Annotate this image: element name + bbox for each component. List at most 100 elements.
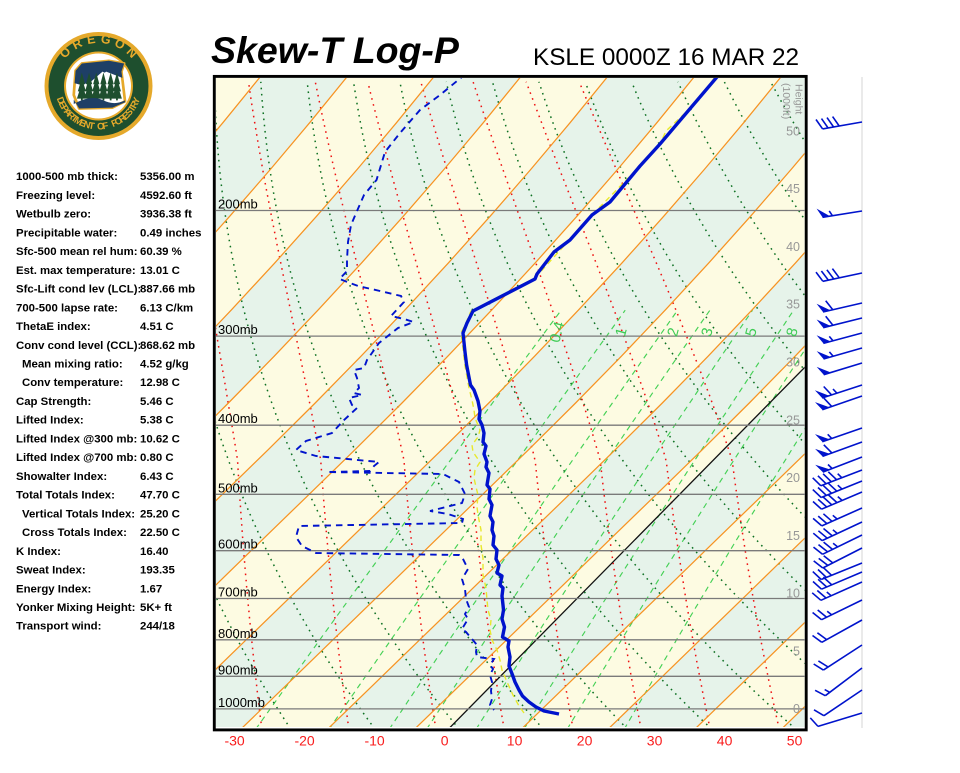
svg-text:22.50 C: 22.50 C (140, 527, 180, 539)
svg-text:KSLE 0000Z 16 MAR 22: KSLE 0000Z 16 MAR 22 (533, 44, 799, 71)
svg-text:10.62 C: 10.62 C (140, 433, 180, 445)
svg-text:30: 30 (786, 356, 800, 370)
svg-text:1000mb: 1000mb (218, 695, 265, 710)
svg-text:T: T (126, 103, 138, 114)
svg-text:1.67: 1.67 (140, 583, 162, 595)
svg-text:30: 30 (647, 733, 663, 749)
svg-text:700-500 lapse rate:: 700-500 lapse rate: (16, 302, 118, 314)
svg-text:13.01 C: 13.01 C (140, 265, 180, 277)
svg-text:200mb: 200mb (218, 197, 258, 212)
svg-text:Mean mixing ratio:: Mean mixing ratio: (22, 359, 123, 371)
svg-text:50: 50 (786, 124, 800, 138)
svg-text:-30: -30 (224, 733, 244, 749)
svg-text:0: 0 (441, 733, 449, 749)
svg-text:Sfc-Lift cond lev (LCL):: Sfc-Lift cond lev (LCL): (16, 284, 141, 296)
svg-text:6.13 C/km: 6.13 C/km (140, 302, 193, 314)
svg-text:Vertical Totals Index:: Vertical Totals Index: (22, 508, 135, 520)
svg-text:R: R (128, 99, 141, 110)
svg-text:4592.60 ft: 4592.60 ft (140, 190, 192, 202)
svg-text:E: E (77, 117, 87, 130)
svg-text:G: G (100, 32, 112, 47)
svg-text:Conv cond level (CCL):: Conv cond level (CCL): (16, 340, 141, 352)
svg-text:ThetaE index:: ThetaE index: (16, 321, 91, 333)
svg-text:0: 0 (793, 702, 800, 716)
svg-text:3936.38 ft: 3936.38 ft (140, 209, 192, 221)
svg-text:Showalter Index:: Showalter Index: (16, 471, 107, 483)
svg-text:400mb: 400mb (218, 411, 258, 426)
svg-text:300mb: 300mb (218, 322, 258, 337)
svg-text:F: F (102, 120, 110, 132)
svg-text:-10: -10 (364, 733, 384, 749)
svg-text:T: T (69, 113, 80, 125)
svg-text:T: T (88, 121, 96, 133)
svg-text:0.4: 0.4 (547, 320, 569, 345)
svg-text:P: P (58, 103, 71, 115)
svg-text:Est. max temperature:: Est. max temperature: (16, 265, 136, 277)
svg-text:5: 5 (793, 644, 800, 658)
svg-text:4.52 g/kg: 4.52 g/kg (140, 359, 189, 371)
svg-text:12.98 C: 12.98 C (140, 377, 180, 389)
svg-text:193.35: 193.35 (140, 565, 176, 577)
svg-text:N: N (82, 119, 92, 132)
svg-text:5356.00 m: 5356.00 m (140, 171, 194, 183)
svg-text:40: 40 (786, 240, 800, 254)
svg-text:20: 20 (786, 471, 800, 485)
svg-text:-20: -20 (294, 733, 314, 749)
svg-text:K Index:: K Index: (16, 546, 61, 558)
svg-text:16.40: 16.40 (140, 546, 169, 558)
svg-text:45: 45 (786, 182, 800, 196)
svg-text:Transport wind:: Transport wind: (16, 621, 101, 633)
svg-text:Lifted Index:: Lifted Index: (16, 415, 84, 427)
svg-text:Sfc-500 mean rel hum:: Sfc-500 mean rel hum: (16, 246, 138, 258)
svg-text:60.39 %: 60.39 % (140, 246, 182, 258)
svg-text:Total Totals Index:: Total Totals Index: (16, 490, 115, 502)
svg-text:244/18: 244/18 (140, 621, 175, 633)
svg-text:40: 40 (717, 733, 733, 749)
svg-text:Height: Height (793, 84, 805, 114)
svg-text:4.51 C: 4.51 C (140, 321, 174, 333)
svg-text:Precipitable water:: Precipitable water: (16, 227, 117, 239)
svg-text:5.38 C: 5.38 C (140, 415, 174, 427)
svg-text:E: E (86, 32, 96, 47)
svg-text:0.49 inches: 0.49 inches (140, 227, 201, 239)
svg-text:500mb: 500mb (218, 480, 258, 495)
svg-text:(1000ft): (1000ft) (780, 83, 792, 119)
svg-text:Y: Y (130, 95, 143, 105)
svg-text:800mb: 800mb (218, 626, 258, 641)
svg-text:F: F (110, 117, 120, 129)
svg-text:Lifted Index @300 mb:: Lifted Index @300 mb: (16, 433, 137, 445)
svg-text:10: 10 (786, 587, 800, 601)
svg-text:S: S (123, 107, 135, 119)
svg-text:600mb: 600mb (218, 537, 258, 552)
svg-text:E: E (56, 100, 69, 111)
svg-text:900mb: 900mb (218, 662, 258, 677)
svg-text:35: 35 (786, 298, 800, 312)
svg-text:Energy Index:: Energy Index: (16, 583, 91, 595)
svg-text:Yonker Mixing Height:: Yonker Mixing Height: (16, 602, 135, 614)
svg-text:Wetbulb zero:: Wetbulb zero: (16, 209, 91, 221)
svg-text:Lifted Index @700 mb:: Lifted Index @700 mb: (16, 452, 137, 464)
svg-text:1000-500 mb thick:: 1000-500 mb thick: (16, 171, 118, 183)
svg-text:700mb: 700mb (218, 585, 258, 600)
svg-text:6.43 C: 6.43 C (140, 471, 174, 483)
svg-text:Cross Totals Index:: Cross Totals Index: (22, 527, 127, 539)
svg-text:O: O (113, 115, 125, 128)
svg-text:5.46 C: 5.46 C (140, 396, 174, 408)
svg-text:5K+ ft: 5K+ ft (140, 602, 172, 614)
svg-text:15: 15 (786, 529, 800, 543)
svg-text:0.80 C: 0.80 C (140, 452, 174, 464)
svg-text:Conv temperature:: Conv temperature: (22, 377, 123, 389)
svg-text:887.66 mb: 887.66 mb (140, 284, 195, 296)
svg-text:50: 50 (787, 733, 803, 749)
svg-text:D: D (54, 96, 67, 106)
svg-text:10: 10 (507, 733, 523, 749)
svg-text:Freezing level:: Freezing level: (16, 190, 95, 202)
svg-text:Cap Strength:: Cap Strength: (16, 396, 91, 408)
svg-text:Sweat Index:: Sweat Index: (16, 565, 86, 577)
svg-text:Skew-T Log-P: Skew-T Log-P (211, 29, 460, 71)
svg-text:20: 20 (577, 733, 593, 749)
svg-text:25: 25 (786, 413, 800, 427)
svg-text:47.70 C: 47.70 C (140, 490, 180, 502)
svg-text:25.20 C: 25.20 C (140, 508, 180, 520)
svg-text:868.62 mb: 868.62 mb (140, 340, 195, 352)
